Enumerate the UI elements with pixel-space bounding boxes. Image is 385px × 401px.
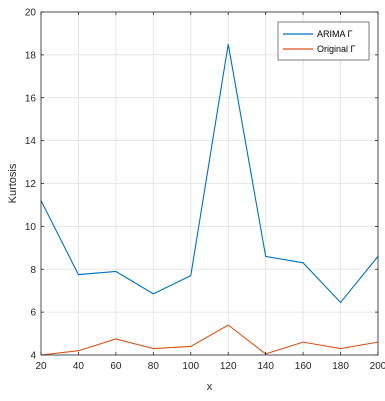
legend-label-arima: ARIMA Γ xyxy=(317,29,353,39)
legend-label-original: Original Γ xyxy=(317,44,356,54)
y-axis-title: Kurtosis xyxy=(7,163,19,203)
axis-ticks: 20 40 60 80 100 120 140 160 180 200 4 6 8 10 12 14 16 18 2… xyxy=(25,8,385,373)
data-series xyxy=(40,44,379,356)
y-tick-label: 16 xyxy=(25,93,37,104)
x-tick-label: 40 xyxy=(73,361,85,372)
y-tick-label: 10 xyxy=(25,222,37,233)
x-tick-label: 100 xyxy=(182,361,199,372)
y-tick-label: 14 xyxy=(25,136,37,147)
series-line-arima xyxy=(40,44,379,304)
x-axis-title: x xyxy=(207,381,213,393)
y-tick-label: 20 xyxy=(25,8,37,19)
y-tick-label: 4 xyxy=(30,351,36,362)
x-tick-label: 20 xyxy=(35,361,47,372)
x-tick-label: 140 xyxy=(257,361,274,372)
x-tick-label: 120 xyxy=(220,361,237,372)
y-tick-label: 12 xyxy=(25,179,37,190)
x-tick-label: 80 xyxy=(148,361,160,372)
x-tick-label: 200 xyxy=(370,361,385,372)
y-tick-label: 8 xyxy=(30,265,36,276)
y-tick-label: 18 xyxy=(25,50,37,61)
legend-box xyxy=(277,21,370,61)
x-tick-label: 160 xyxy=(295,361,312,372)
legend: ARIMA Γ Original Γ xyxy=(277,21,370,61)
y-tick-label: 6 xyxy=(30,308,36,319)
x-tick-label: 60 xyxy=(110,361,122,372)
series-line-original xyxy=(40,324,379,356)
x-tick-label: 180 xyxy=(332,361,349,372)
